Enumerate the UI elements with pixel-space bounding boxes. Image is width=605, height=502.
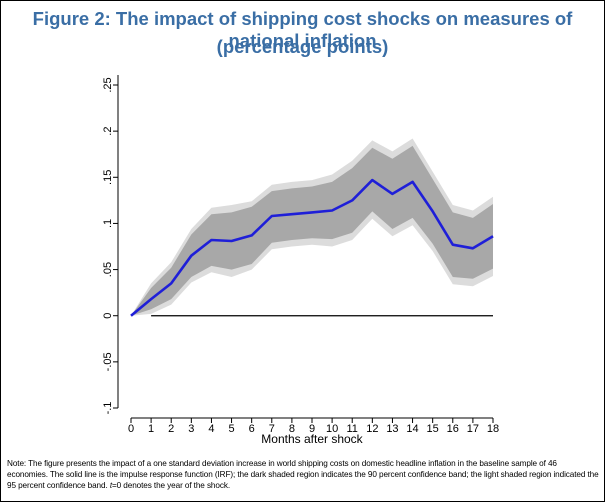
x-tick-label-4: 4 [208, 423, 214, 435]
axes-group: -.1-.050.05.1.15.2.250 1 2 3 4 5 6 7 8 9 10 11 12 13 1… [102, 75, 499, 435]
x-tick-label-12: 12 [366, 423, 378, 435]
x-tick-label-5: 5 [228, 423, 234, 435]
figure-subtitle: (percentage points) [216, 36, 389, 57]
x-tick-label-8: 8 [289, 423, 295, 435]
x-tick-label-18: 18 [487, 423, 499, 435]
y-tick-label-1: -.05 [102, 352, 114, 371]
band-90-area [131, 145, 493, 316]
x-tick-label-1: 1 [148, 423, 154, 435]
x-tick-label-16: 16 [447, 423, 459, 435]
y-tick-label-4: .1 [102, 219, 114, 228]
x-tick-label-15: 15 [427, 423, 439, 435]
x-tick-label-14: 14 [406, 423, 418, 435]
y-tick-label-3: .05 [102, 262, 114, 277]
irf-group [130, 178, 494, 317]
x-tick-label-10: 10 [326, 423, 338, 435]
figure-title: Figure 2: The impact of shipping cost sh… [32, 8, 573, 51]
note-text-1: Note: The figure presents the impact of … [7, 459, 599, 491]
y-tick-label-2: 0 [102, 313, 114, 319]
note-text-2: =0 denotes the year of the shock. [112, 481, 231, 491]
x-tick-label-9: 9 [309, 423, 315, 435]
note-italic-t: t [109, 481, 112, 491]
y-tick-label-5: .15 [102, 170, 114, 185]
x-tick-label-3: 3 [188, 423, 194, 435]
band-90-group [131, 145, 493, 316]
x-tick-label-11: 11 [347, 423, 358, 435]
x-tick-label-6: 6 [249, 423, 255, 435]
y-tick-label-7: .25 [102, 77, 114, 92]
x-tick-label-13: 13 [386, 423, 398, 435]
x-axis-label: Months after shock [261, 432, 363, 446]
x-tick-label-0: 0 [128, 423, 134, 435]
x-tick-label-2: 2 [168, 423, 174, 435]
figure-note: Note: The figure presents the impact of … [7, 458, 599, 492]
y-tick-label-0: -.1 [102, 402, 114, 415]
x-tick-label-7: 7 [269, 423, 275, 435]
y-tick-label-6: .2 [102, 127, 114, 136]
irf-chart: -.1-.050.05.1.15.2.250 1 2 3 4 5 6 7 8 9 10 11 12 13 1… [102, 75, 499, 446]
x-tick-label-17: 17 [467, 423, 479, 435]
